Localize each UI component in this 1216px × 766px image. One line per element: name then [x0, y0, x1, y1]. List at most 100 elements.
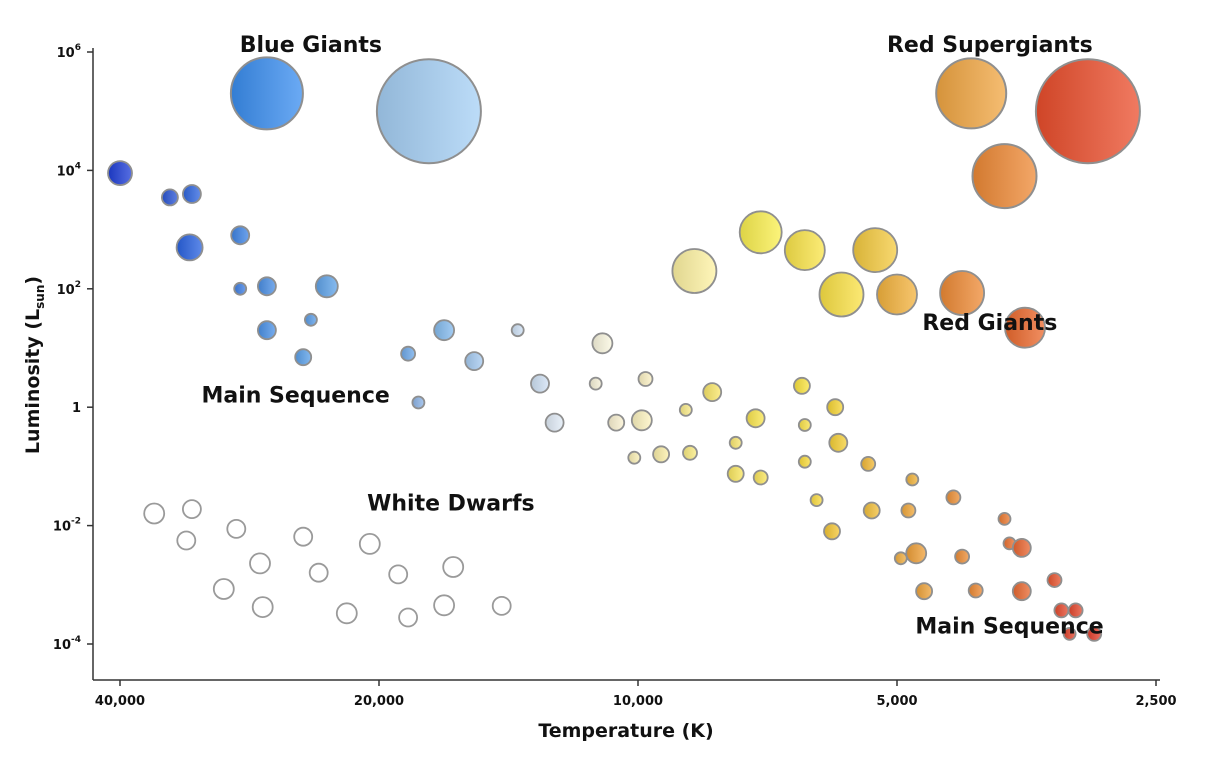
main-sequence-point-1 — [107, 160, 133, 187]
x-tick-label-5000: 5,000 — [876, 694, 917, 709]
main-sequence-point-15 — [464, 351, 485, 372]
y-tick-label-10000: 104 — [57, 161, 81, 179]
main-sequence-point-2 — [160, 188, 179, 207]
main-sequence-point-34 — [797, 418, 812, 432]
y-ticks: 106 104 102 1 10-2 10-4 — [53, 43, 93, 653]
y-tick-label-0.0001: 10-4 — [53, 635, 81, 653]
x-tick-label-20000: 20,000 — [354, 694, 404, 709]
y-axis-title-sub: sun — [33, 285, 47, 309]
white-dwarfs-point-14 — [433, 594, 456, 617]
region-label-main-sequence-3: Main Sequence — [201, 384, 389, 409]
white-dwarfs-point-8 — [293, 526, 314, 547]
x-ticks: 40,000 20,000 10,000 5,000 2,500 — [95, 680, 1177, 709]
y-axis-title-main: Luminosity (L — [22, 309, 44, 454]
axes — [92, 48, 1160, 681]
main-sequence-point-9 — [303, 312, 318, 327]
red-giants-point-5 — [818, 271, 865, 318]
main-sequence-point-27 — [682, 444, 698, 461]
main-sequence-point-48 — [954, 548, 970, 565]
white-dwarfs-point-4 — [226, 519, 247, 539]
main-sequence-point-35 — [797, 454, 812, 469]
main-sequence-point-46 — [915, 582, 933, 601]
red-giants-point-6 — [876, 273, 918, 316]
main-sequence-point-14 — [411, 395, 426, 410]
main-sequence-point-38 — [828, 432, 849, 453]
main-sequence-point-10 — [256, 320, 277, 341]
main-sequence-point-30 — [726, 464, 745, 483]
red-giants-point-2 — [671, 248, 718, 294]
main-sequence-point-21 — [607, 413, 626, 432]
main-sequence-point-28 — [702, 382, 723, 403]
main-sequence-point-44 — [893, 551, 908, 566]
main-sequence-point-57 — [1062, 627, 1077, 641]
y-tick-label-1000000: 106 — [57, 43, 81, 61]
main-sequence-point-24 — [627, 450, 642, 465]
y-tick-label-100: 102 — [57, 280, 81, 298]
x-tick-label-2500: 2,500 — [1135, 694, 1176, 709]
region-labels: Blue Giants Red Supergiants Main Sequence R… — [201, 33, 1103, 640]
white-dwarfs-point-16 — [491, 596, 512, 616]
main-sequence-point-58 — [1086, 626, 1103, 642]
red-giants-point-8 — [1004, 306, 1046, 349]
main-sequence-point-31 — [745, 408, 766, 429]
y-tick-label-0.01: 10-2 — [53, 517, 81, 535]
x-axis-title: Temperature (K) — [538, 720, 713, 742]
main-sequence-point-4 — [175, 233, 204, 262]
main-sequence-point-26 — [678, 402, 693, 417]
main-sequence-point-53 — [1011, 581, 1032, 602]
x-tick-label-10000: 10,000 — [613, 694, 663, 709]
main-sequence-point-13 — [433, 319, 456, 342]
red-giants-point-4 — [852, 227, 899, 274]
main-sequence-point-23 — [630, 409, 653, 432]
main-sequence-point-17 — [530, 373, 550, 394]
red-supergiants-point-3 — [971, 143, 1038, 210]
white-dwarfs-point-6 — [249, 552, 271, 575]
white-dwarfs-point-9 — [308, 562, 329, 583]
main-sequence-point-11 — [294, 348, 313, 367]
white-dwarfs-point-7 — [251, 596, 274, 618]
y-tick-label-1: 1 — [72, 401, 81, 416]
white-dwarfs-point-12 — [388, 564, 409, 585]
x-tick-label-40000: 40,000 — [95, 694, 145, 709]
main-sequence-point-43 — [900, 502, 917, 519]
white-dwarfs-point-1 — [143, 502, 166, 525]
main-sequence-point-40 — [860, 455, 877, 472]
region-label-red-giants-4: Red Giants — [922, 311, 1057, 336]
main-sequence-point-19 — [591, 332, 614, 355]
main-sequence-point-29 — [728, 435, 743, 450]
region-label-red-supergiants-2: Red Supergiants — [887, 33, 1093, 58]
main-sequence-point-18 — [544, 412, 565, 433]
main-sequence-point-33 — [793, 376, 811, 395]
main-sequence-point-6 — [233, 281, 248, 296]
main-sequence-point-36 — [809, 493, 824, 508]
main-sequence-point-37 — [826, 398, 845, 417]
blue-giants-point-1 — [229, 56, 304, 131]
main-sequence-point-39 — [823, 522, 841, 541]
blue-giants-point-2 — [375, 58, 482, 165]
y-axis-title-close: ) — [22, 276, 44, 285]
main-sequence-point-54 — [1046, 572, 1063, 588]
red-giants-point-1 — [738, 210, 783, 255]
red-giants-point-3 — [783, 229, 826, 272]
main-sequence-point-8 — [314, 274, 339, 299]
y-axis-title: Luminosity (Lsun) — [22, 276, 47, 454]
region-label-white-dwarfs-5: White Dwarfs — [367, 491, 535, 516]
white-dwarfs-point-3 — [176, 530, 197, 551]
red-supergiants-point-2 — [1034, 58, 1141, 165]
main-sequence-point-47 — [945, 489, 962, 506]
main-sequence-point-25 — [652, 445, 670, 464]
main-sequence-point-12 — [400, 345, 417, 362]
region-label-main-sequence-6: Main Sequence — [915, 615, 1103, 640]
region-label-blue-giants-1: Blue Giants — [240, 33, 382, 58]
main-sequence-point-52 — [1011, 538, 1032, 558]
main-sequence-point-20 — [588, 376, 603, 391]
main-sequence-point-32 — [752, 469, 769, 486]
main-sequence-point-45 — [905, 542, 928, 565]
white-dwarfs-point-5 — [212, 578, 235, 600]
white-dwarfs-point-10 — [335, 602, 358, 625]
main-sequence-point-3 — [181, 184, 202, 204]
main-sequence-point-41 — [862, 501, 881, 520]
main-sequence-point-49 — [967, 582, 984, 599]
white-dwarfs-point-15 — [442, 556, 465, 578]
